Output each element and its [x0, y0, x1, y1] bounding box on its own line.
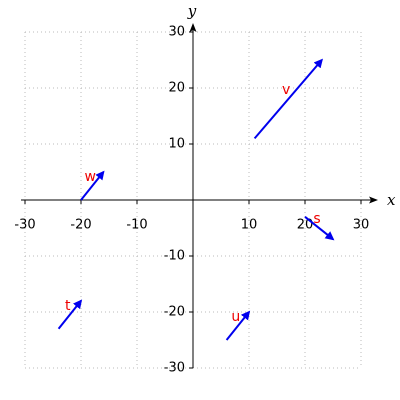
y-axis-label: y	[187, 2, 197, 20]
vector-arrow	[57, 299, 83, 330]
x-tick-label: -30	[14, 218, 35, 233]
y-axis-arrow	[189, 23, 197, 32]
vector-arrow	[304, 216, 335, 241]
y-tick-label: 10	[168, 137, 185, 152]
x-axis-label: x	[387, 191, 396, 209]
x-tick-label: 20	[297, 218, 314, 233]
vector-label: w	[84, 169, 95, 185]
vector-arrow	[253, 58, 323, 140]
x-tick-label: -10	[126, 218, 147, 233]
vector-label: u	[231, 309, 240, 325]
y-tick-label: -10	[164, 249, 185, 264]
vector-label: v	[282, 82, 290, 98]
x-tick-label: 30	[353, 218, 370, 233]
x-axis-arrow	[369, 196, 378, 204]
y-tick-label: 20	[168, 81, 185, 96]
vector-arrow	[225, 310, 251, 341]
y-tick-label: 30	[168, 25, 185, 40]
vector-label: t	[65, 298, 71, 314]
y-tick-label: -20	[164, 305, 185, 320]
vector-label: s	[313, 211, 320, 227]
x-tick-label: 10	[241, 218, 258, 233]
x-tick-label: -20	[70, 218, 91, 233]
y-tick-label: -30	[164, 361, 185, 376]
vector-arrow	[80, 170, 105, 201]
